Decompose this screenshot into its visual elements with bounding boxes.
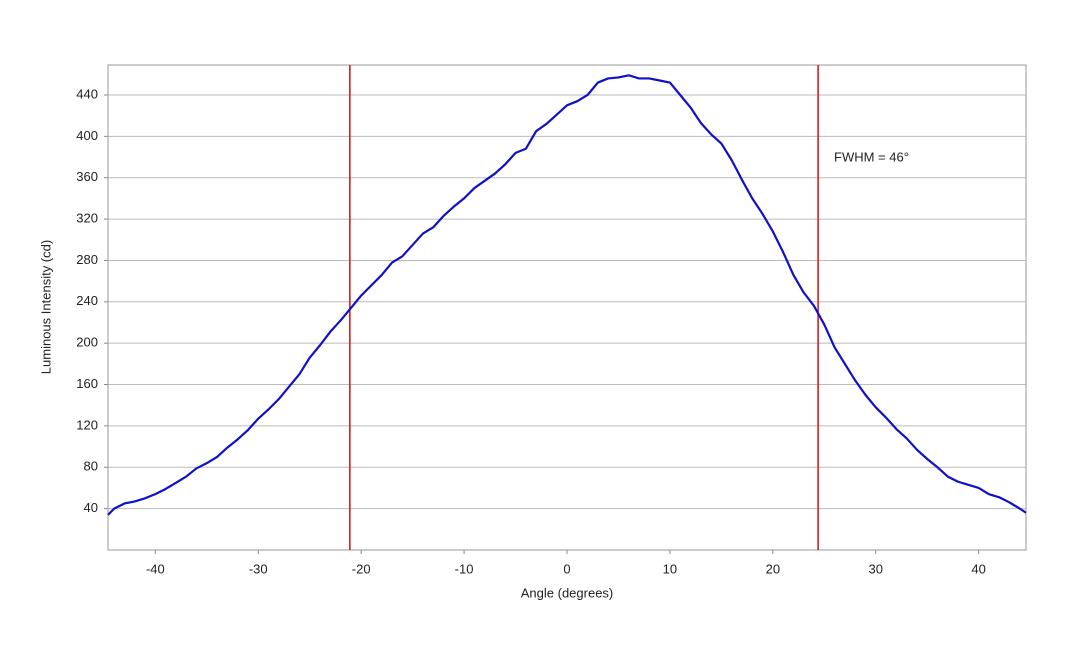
y-tick-label: 280 (76, 252, 98, 267)
x-tick-label: -20 (352, 561, 371, 576)
data-line (107, 74, 1027, 516)
y-tick-label: 80 (84, 459, 98, 474)
x-tick-label: -40 (146, 561, 165, 576)
y-axis-title: Luminous Intensity (cd) (38, 240, 53, 374)
y-tick-label: 160 (76, 376, 98, 391)
x-tick-label: 0 (563, 561, 570, 576)
y-tick-label: 200 (76, 335, 98, 350)
y-tick-label: 400 (76, 128, 98, 143)
x-tick-label: -10 (455, 561, 474, 576)
x-tick-label: 40 (971, 561, 985, 576)
y-tick-label: 320 (76, 211, 98, 226)
y-tick-label: 120 (76, 417, 98, 432)
y-tick-label: 440 (76, 86, 98, 101)
x-tick-label: -30 (249, 561, 268, 576)
x-tick-label: 10 (663, 561, 677, 576)
y-tick-label: 240 (76, 293, 98, 308)
annotation: FWHM = 46° (834, 149, 909, 164)
x-tick-label: 20 (766, 561, 780, 576)
plot-frame (107, 64, 1027, 551)
x-tick-label: 30 (869, 561, 883, 576)
y-tick-label: 40 (84, 500, 98, 515)
x-axis-title: Angle (degrees) (521, 585, 614, 600)
y-tick-label: 360 (76, 169, 98, 184)
